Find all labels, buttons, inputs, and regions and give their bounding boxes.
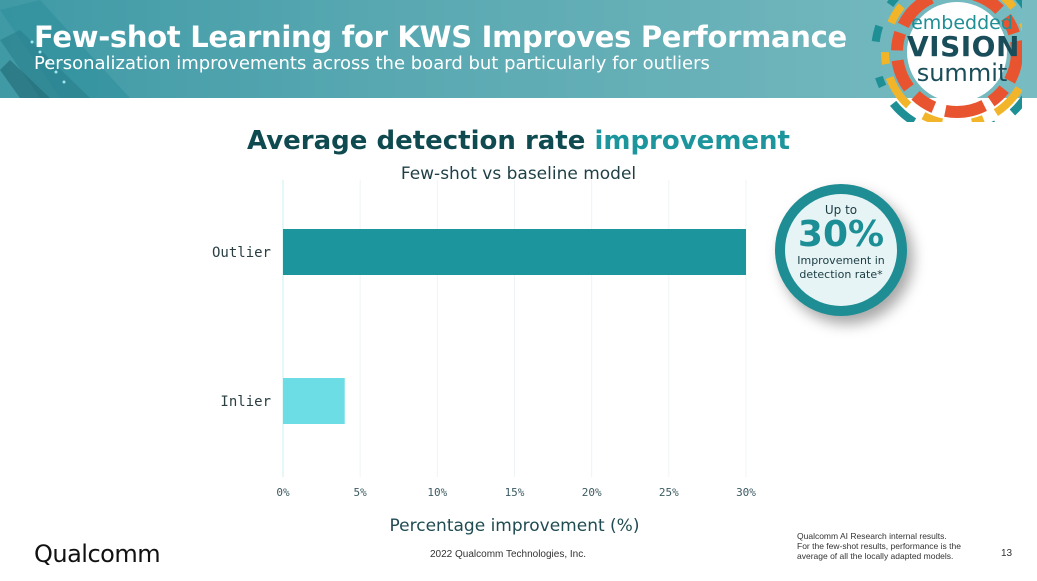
- callout-description-1: Improvement in: [797, 254, 885, 267]
- x-tick-label: 25%: [659, 486, 679, 499]
- category-label: Outlier: [212, 245, 271, 261]
- footnote-line-2: For the few-shot results, performance is…: [797, 541, 961, 551]
- callout-badge: Up to 30% Improvement in detection rate*: [775, 184, 907, 316]
- slide-title: Few-shot Learning for KWS Improves Perfo…: [34, 20, 847, 54]
- x-tick-label: 20%: [582, 486, 602, 499]
- logo-vision: VISION: [907, 30, 1020, 63]
- x-axis-label: Percentage improvement (%): [389, 516, 640, 536]
- x-tick-label: 30%: [736, 486, 756, 499]
- footnote: Qualcomm AI Research internal results. F…: [797, 531, 987, 561]
- slide-subtitle: Personalization improvements across the …: [34, 53, 710, 74]
- logo-summit: summit: [916, 59, 1008, 87]
- header-decoration: [0, 0, 130, 98]
- footnote-line-3: average of all the locally adapted model…: [797, 551, 954, 561]
- x-tick-label: 5%: [354, 486, 368, 499]
- bar-inlier: [283, 378, 345, 424]
- chart-title-accent: improvement: [594, 126, 790, 156]
- footnote-line-1: Qualcomm AI Research internal results.: [797, 531, 947, 541]
- category-label: Inlier: [220, 394, 271, 410]
- chart-title: Average detection rate improvement: [0, 126, 1037, 156]
- qualcomm-logo: Qualcomm: [34, 540, 161, 568]
- event-logo-ring: [871, 0, 1022, 122]
- chart-title-main: Average detection rate: [247, 126, 595, 156]
- x-tick-label: 10%: [427, 486, 447, 499]
- chart-subtitle: Few-shot vs baseline model: [400, 164, 637, 184]
- callout-badge-inner: Up to 30% Improvement in detection rate*: [785, 194, 897, 306]
- copyright: 2022 Qualcomm Technologies, Inc.: [430, 549, 587, 560]
- x-tick-label: 15%: [505, 486, 525, 499]
- event-logo: embedded VISION summit: [907, 12, 1020, 87]
- x-tick-label: 0%: [276, 486, 290, 499]
- logo-embedded: embedded: [911, 12, 1013, 34]
- callout-description-2: detection rate*: [799, 268, 883, 281]
- callout-value: 30%: [797, 214, 885, 255]
- callout-prefix: Up to: [824, 203, 858, 217]
- page-number: 13: [1001, 548, 1013, 559]
- slide-header: Few-shot Learning for KWS Improves Perfo…: [0, 0, 1037, 98]
- bar-outlier: [283, 229, 746, 275]
